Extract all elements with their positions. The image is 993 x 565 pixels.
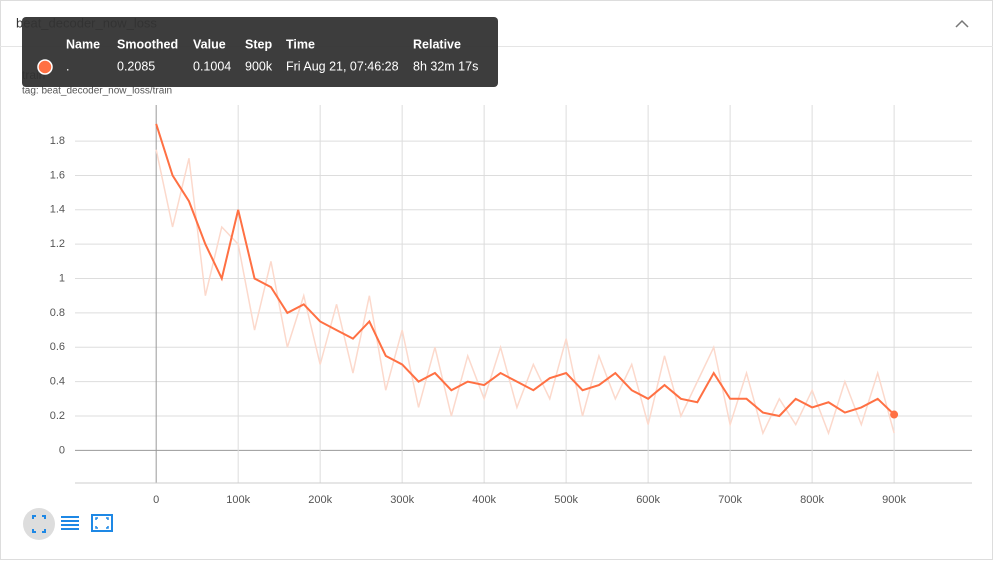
tooltip: Name Smoothed Value Step Time Relative .…	[22, 17, 498, 87]
x-tick-label: 300k	[390, 494, 414, 506]
x-tick-label: 0	[153, 494, 159, 506]
tooltip-cell: 0.2085	[117, 59, 155, 73]
y-tick-label: 1.8	[50, 135, 65, 147]
collapse-icon[interactable]	[955, 19, 969, 28]
select-icon	[95, 517, 109, 529]
y-tick-label: 0.2	[50, 410, 65, 422]
select-button[interactable]	[91, 514, 113, 532]
chart-subtitle: tag: beat_decoder_now_loss/train	[22, 86, 172, 97]
tooltip-header: Relative	[413, 37, 461, 51]
line	[155, 123, 895, 418]
fit-button[interactable]	[23, 508, 55, 540]
tooltip-header: Time	[286, 37, 315, 51]
y-tick-label: 0	[59, 444, 65, 456]
tooltip-header: Step	[245, 37, 272, 51]
y-tick-label: 1.2	[50, 238, 65, 250]
tooltip-header: Smoothed	[117, 37, 178, 51]
tooltip-cell: 8h 32m 17s	[413, 59, 478, 73]
x-tick-label: 800k	[800, 494, 824, 506]
y-tick-label: 0.4	[50, 376, 65, 388]
tooltip-bg	[22, 17, 498, 87]
hover-point	[890, 410, 899, 419]
toolbar	[23, 508, 113, 540]
y-tick-label: 1	[59, 272, 65, 284]
x-tick-label: 100k	[226, 494, 250, 506]
tooltip-header: Value	[193, 37, 226, 51]
tooltip-cell: 0.1004	[193, 59, 231, 73]
y-tick-label: 0.6	[50, 341, 65, 353]
x-tick-label: 900k	[882, 494, 906, 506]
x-tick-label: 400k	[472, 494, 496, 506]
fit-icon	[32, 515, 46, 533]
tooltip-swatch	[37, 59, 53, 75]
plot: 0 0.2 0.4 0.6 0.8 1 1.2 1.4 1.6 1.8 0 100k 200k 300k 4…	[50, 105, 972, 506]
tooltip-header: Name	[66, 37, 100, 51]
x-tick-label: 200k	[308, 494, 332, 506]
x-tick-label: 500k	[554, 494, 578, 506]
x-tick-label: 700k	[718, 494, 742, 506]
y-tick-label: 1.4	[50, 204, 65, 216]
tooltip-cell: 900k	[245, 59, 273, 73]
x-tick-label: 600k	[636, 494, 660, 506]
tooltip-cell: .	[66, 59, 69, 73]
tooltip-cell: Fri Aug 21, 07:46:28	[286, 59, 399, 73]
log-button[interactable]	[61, 516, 79, 530]
y-tick-label: 0.8	[50, 307, 65, 319]
y-tick-label: 1.6	[50, 169, 65, 181]
